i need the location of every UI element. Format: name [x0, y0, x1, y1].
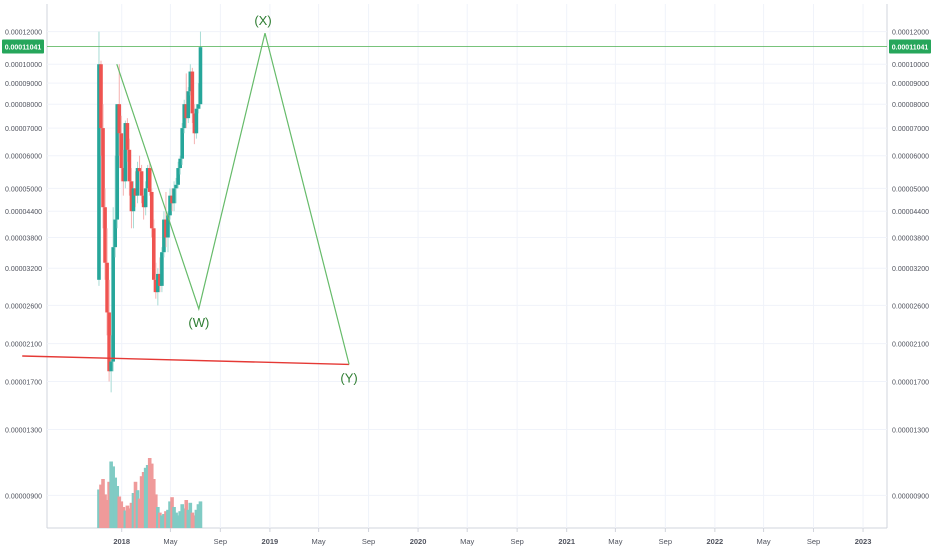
x-tick-label: 2018 — [113, 537, 130, 546]
y-tick-label: 0.00004400 — [892, 209, 929, 216]
y-tick-label: 0.00008000 — [892, 102, 929, 109]
y-tick-label: 0.00000900 — [5, 493, 42, 500]
candle-body — [191, 72, 195, 114]
candle-body — [119, 133, 123, 168]
left-price-tag: 0.00011041 — [2, 40, 44, 54]
x-tick-label: 2021 — [558, 537, 575, 546]
x-tick-label: May — [312, 537, 326, 546]
candle-body — [178, 159, 182, 168]
candles — [97, 32, 202, 393]
candle-body — [199, 47, 203, 104]
grid — [47, 4, 887, 528]
x-tick-label: May — [163, 537, 177, 546]
y-tick-label: 0.00010000 — [892, 62, 929, 69]
candle-body — [160, 252, 164, 286]
y-tick-label: 0.00006000 — [5, 154, 42, 161]
y-tick-label: 0.00004400 — [5, 209, 42, 216]
candle-body — [195, 109, 199, 134]
y-tick-label: 0.00012000 — [5, 30, 42, 37]
y-tick-label: 0.00008000 — [5, 102, 42, 109]
candle-body — [113, 220, 117, 248]
x-tick-label: Sep — [807, 537, 820, 546]
price-tag-label: 0.00011041 — [892, 45, 929, 52]
x-tick-label: May — [460, 537, 474, 546]
candle-body — [150, 192, 154, 228]
x-tick-label: Sep — [214, 537, 227, 546]
x-tick-label: Sep — [510, 537, 523, 546]
candle-body — [186, 91, 190, 118]
y-tick-label: 0.00002600 — [5, 303, 42, 310]
candle-body — [109, 362, 113, 372]
candle-body — [140, 171, 144, 195]
volume-bars — [97, 458, 202, 528]
y-tick-label: 0.00003200 — [892, 266, 929, 273]
volume-bar — [199, 501, 203, 528]
y-tick-label: 0.00002100 — [5, 342, 42, 349]
wave-label: (X) — [254, 13, 271, 28]
candle-body — [101, 128, 105, 207]
y-tick-label: 0.00001300 — [5, 428, 42, 435]
support-trendline — [22, 356, 349, 364]
y-tick-label: 0.00002600 — [892, 303, 929, 310]
candle-body — [128, 150, 132, 181]
y-tick-label: 0.00002100 — [892, 342, 929, 349]
y-tick-label: 0.00005000 — [5, 186, 42, 193]
left-price-axis: 0.00012000 0.00010000 0.00009000 0.00008000… — [5, 30, 42, 501]
y-tick-label: 0.00003800 — [892, 235, 929, 242]
candle-body — [126, 123, 130, 150]
candle-body — [103, 207, 107, 263]
candle-body — [99, 64, 103, 128]
candle-body — [152, 228, 156, 280]
x-tick-label: Sep — [659, 537, 672, 546]
candle-body — [197, 104, 201, 109]
y-tick-label: 0.00010000 — [5, 62, 42, 69]
y-tick-label: 0.00009000 — [5, 81, 42, 88]
right-price-axis: 0.00012000 0.00010000 0.00009000 0.00008000… — [892, 30, 929, 501]
x-tick-label: 2020 — [410, 537, 427, 546]
y-tick-label: 0.00012000 — [892, 30, 929, 37]
y-tick-label: 0.00007000 — [892, 126, 929, 133]
candle-body — [136, 168, 140, 196]
y-tick-label: 0.00001300 — [892, 428, 929, 435]
y-tick-label: 0.00001700 — [892, 379, 929, 386]
x-tick-label: 2019 — [262, 537, 279, 546]
candle-body — [105, 263, 109, 313]
candle-body — [138, 168, 142, 171]
candle-body — [148, 168, 152, 192]
candle-body — [117, 104, 121, 133]
y-tick-label: 0.00006000 — [892, 154, 929, 161]
x-tick-label: 2022 — [707, 537, 724, 546]
y-tick-label: 0.00009000 — [892, 81, 929, 88]
right-price-tag: 0.00011041 — [889, 40, 931, 54]
x-tick-label: May — [608, 537, 622, 546]
y-tick-label: 0.00007000 — [5, 126, 42, 133]
candle-body — [174, 185, 178, 189]
candle-body — [176, 168, 180, 185]
wave-label: (Y) — [340, 370, 357, 385]
y-tick-label: 0.00005000 — [892, 186, 929, 193]
y-tick-label: 0.00003200 — [5, 266, 42, 273]
x-tick-label: Sep — [362, 537, 375, 546]
y-tick-label: 0.00001700 — [5, 379, 42, 386]
price-tag-label: 0.00011041 — [5, 45, 42, 52]
candle-body — [144, 188, 148, 207]
y-tick-label: 0.00003800 — [5, 235, 42, 242]
time-axis: 2018 May Sep 2019 May Sep 2020 May Sep 2021 May Sep… — [113, 528, 871, 546]
y-tick-label: 0.00000900 — [892, 493, 929, 500]
candle-body — [180, 128, 184, 159]
candle-body — [172, 188, 176, 203]
candle-body — [111, 247, 115, 361]
x-tick-label: May — [756, 537, 770, 546]
wave-label: (W) — [188, 315, 209, 330]
x-tick-label: 2023 — [855, 537, 872, 546]
